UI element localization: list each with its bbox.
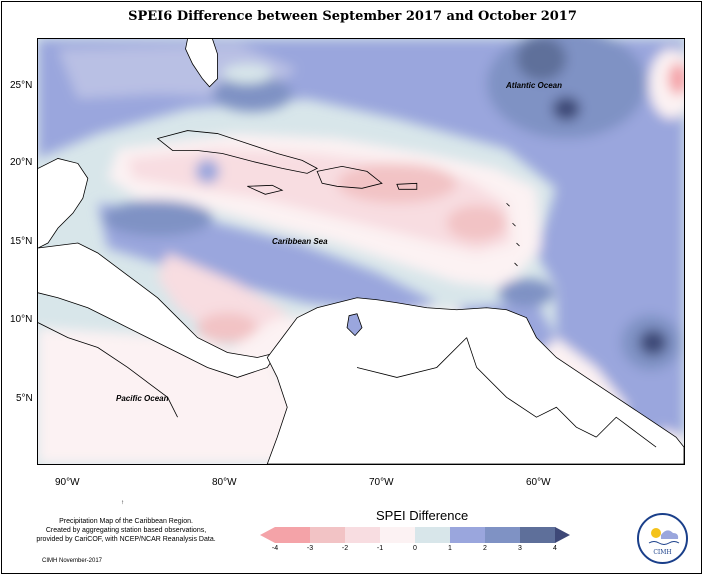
map-title: SPEI6 Difference between September 2017 … [128,9,577,24]
legend-colorbar [260,527,570,543]
legend-tick-label: 4 [553,545,557,552]
lat-label-15n: 15°N [10,236,33,247]
cimh-logo: CIMH [637,513,688,564]
ocean-label-caribbean: Caribbean Sea [272,237,328,246]
coastlines [38,39,684,464]
legend-title: SPEI Difference [376,508,469,523]
legend-tick-label: 3 [518,545,522,552]
ocean-label-atlantic: Atlantic Ocean [506,81,563,90]
legend-swatch-6 [485,527,521,543]
legend-tick-label: -3 [306,545,314,552]
footnote: Precipitation Map of the Caribbean Regio… [26,517,226,544]
logo-text: CIMH [653,549,672,556]
legend-swatch-1 [310,527,346,543]
stray-mark: ↑ [121,500,124,506]
legend-swatch-4 [415,527,451,543]
logo-emblem [648,528,680,545]
legend-swatch-5 [450,527,486,543]
legend-swatch-7 [520,527,556,543]
legend-tick-label: 0 [413,545,417,552]
map-panel [37,38,685,465]
lon-label-70w: 70°W [369,477,394,488]
legend-swatch-0 [275,527,311,543]
footnote-line-1: Precipitation Map of the Caribbean Regio… [59,518,193,525]
legend-tick-label: -2 [341,545,349,552]
lat-label-20n: 20°N [10,157,33,168]
lon-label-80w: 80°W [212,477,237,488]
legend-tick-label: 1 [448,545,452,552]
legend-arrow-left [260,527,275,543]
lon-label-60w: 60°W [526,477,551,488]
lat-label-5n: 5°N [16,393,33,404]
legend-swatch-3 [380,527,416,543]
legend-swatches [260,527,570,543]
footnote-line-3: provided by CariCOF, with NCEP/NCAR Rean… [36,536,216,543]
credit-text: CIMH November-2017 [42,558,103,564]
footnote-line-2: Created by aggregating station based obs… [45,527,207,534]
lat-label-25n: 25°N [10,80,33,91]
legend-tick-label: -4 [271,545,279,552]
lon-label-90w: 90°W [55,477,80,488]
legend-tick-label: -1 [376,545,384,552]
legend-swatch-2 [345,527,381,543]
legend-arrow-right [555,527,570,543]
lat-label-10n: 10°N [10,314,33,325]
ocean-label-pacific: Pacific Ocean [116,394,169,403]
legend-tick-label: 2 [483,545,487,552]
